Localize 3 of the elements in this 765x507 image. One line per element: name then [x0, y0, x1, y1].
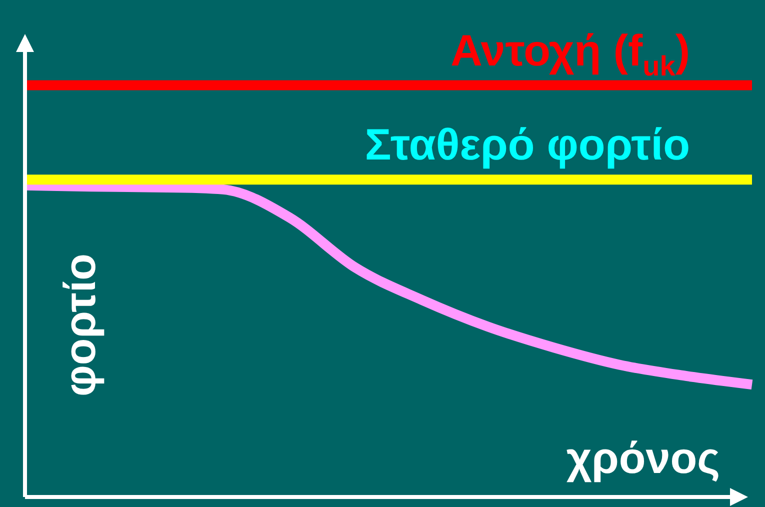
x-axis-title: χρόνος: [566, 434, 720, 483]
series-label: Σταθερό φορτίο: [364, 120, 690, 170]
y-axis-title: φορτίο: [56, 253, 105, 397]
